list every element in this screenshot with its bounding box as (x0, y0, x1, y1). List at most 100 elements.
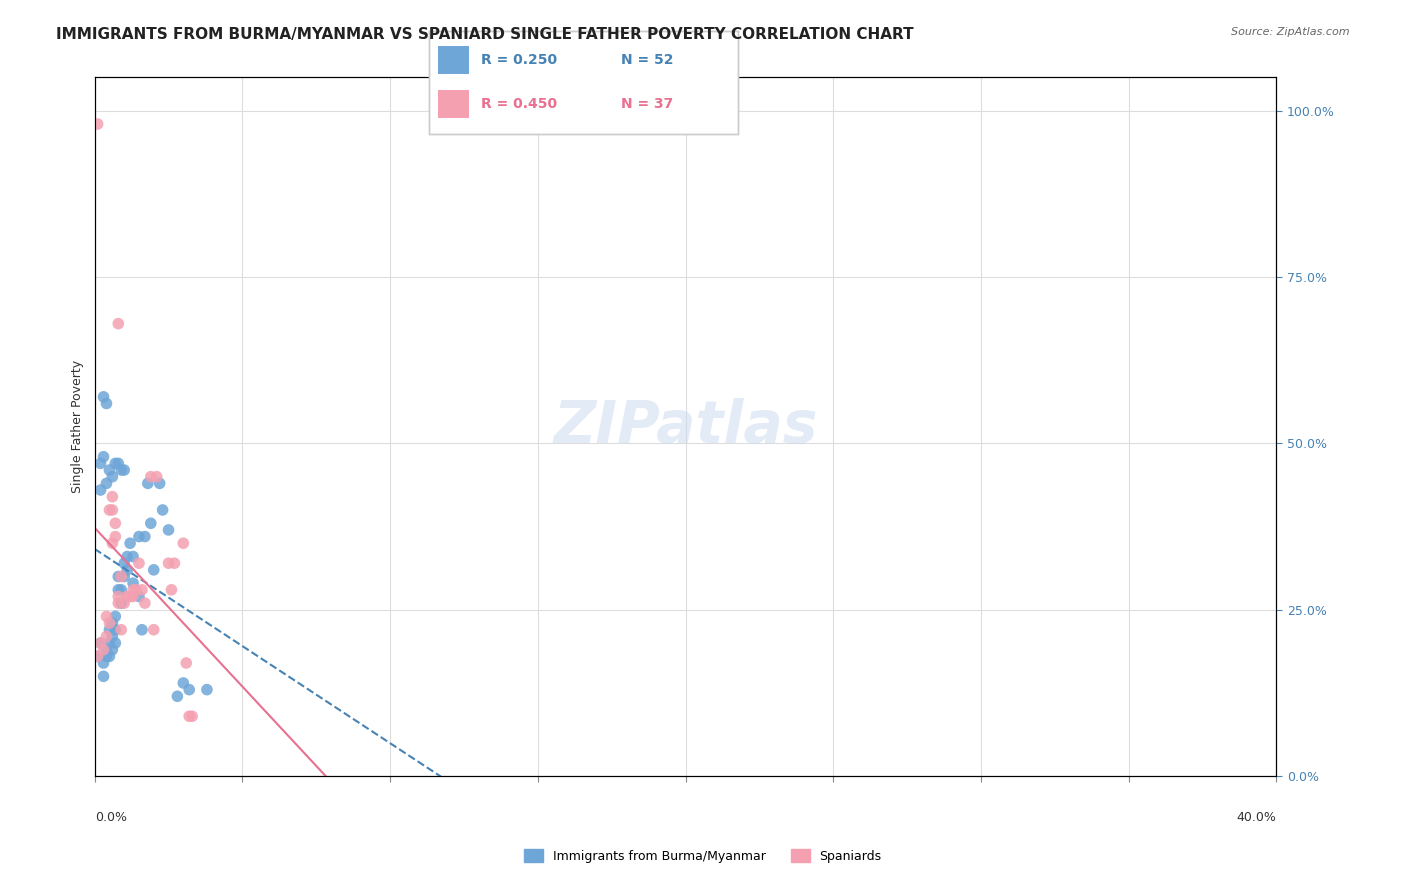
Point (122, 549, 145, 564)
Point (152, 503, 174, 517)
Point (174, 656, 197, 670)
Point (101, 490, 124, 504)
Point (157, 556, 180, 570)
Legend: Immigrants from Burma/Myanmar, Spaniards: Immigrants from Burma/Myanmar, Spaniards (519, 845, 887, 868)
Point (122, 582, 145, 597)
Point (101, 629, 124, 643)
Point (101, 503, 124, 517)
Point (172, 676, 194, 690)
Point (93, 656, 115, 670)
Point (101, 469, 124, 483)
Point (96, 649, 118, 664)
Point (112, 596, 135, 610)
Text: R = 0.450: R = 0.450 (481, 97, 558, 111)
Text: 40.0%: 40.0% (1237, 811, 1277, 824)
Text: N = 37: N = 37 (620, 97, 673, 111)
Point (110, 596, 132, 610)
Point (112, 463, 135, 477)
Point (96, 609, 118, 624)
Point (134, 530, 156, 544)
Point (110, 623, 132, 637)
Text: IMMIGRANTS FROM BURMA/MYANMAR VS SPANIARD SINGLE FATHER POVERTY CORRELATION CHAR: IMMIGRANTS FROM BURMA/MYANMAR VS SPANIAR… (56, 27, 914, 42)
Point (115, 590, 138, 604)
Point (139, 516, 162, 531)
Point (128, 530, 150, 544)
Point (90, 456, 112, 470)
Point (93, 642, 115, 657)
Point (101, 642, 124, 657)
Point (98, 503, 121, 517)
Point (122, 576, 145, 591)
Point (122, 590, 145, 604)
Point (134, 596, 156, 610)
Text: R = 0.250: R = 0.250 (481, 53, 558, 67)
Point (98, 463, 121, 477)
Point (96, 629, 118, 643)
Point (179, 709, 201, 723)
Point (181, 709, 204, 723)
Point (86, 649, 108, 664)
Point (149, 476, 172, 491)
Point (128, 590, 150, 604)
Point (179, 682, 201, 697)
Point (112, 569, 135, 583)
Point (98, 636, 121, 650)
Y-axis label: Single Father Poverty: Single Father Poverty (72, 360, 84, 493)
Point (101, 536, 124, 550)
Point (142, 563, 165, 577)
Point (166, 690, 188, 704)
Point (107, 590, 129, 604)
Point (93, 669, 115, 683)
Point (160, 582, 183, 597)
Point (90, 636, 112, 650)
Point (110, 569, 132, 583)
Point (104, 609, 127, 624)
Point (98, 649, 121, 664)
Point (131, 623, 153, 637)
Point (90, 636, 112, 650)
Point (107, 317, 129, 331)
Point (98, 623, 121, 637)
Point (93, 450, 115, 464)
Point (90, 483, 112, 497)
Point (104, 456, 127, 470)
Point (110, 463, 132, 477)
Point (107, 569, 129, 583)
Text: N = 52: N = 52 (620, 53, 673, 67)
Point (93, 390, 115, 404)
Point (86, 117, 108, 131)
Point (142, 623, 165, 637)
Point (120, 590, 142, 604)
Point (98, 616, 121, 631)
FancyBboxPatch shape (439, 90, 470, 119)
Point (107, 582, 129, 597)
Point (104, 623, 127, 637)
Point (195, 682, 218, 697)
Point (96, 642, 118, 657)
Point (115, 549, 138, 564)
Text: 0.0%: 0.0% (94, 811, 127, 824)
Point (139, 469, 162, 483)
Point (96, 396, 118, 410)
Point (86, 649, 108, 664)
Point (101, 616, 124, 631)
Point (96, 476, 118, 491)
Point (120, 536, 142, 550)
Point (104, 516, 127, 531)
Point (163, 556, 186, 570)
Text: ZIPatlas: ZIPatlas (554, 399, 818, 455)
Point (110, 582, 132, 597)
Point (128, 556, 150, 570)
Text: Source: ZipAtlas.com: Source: ZipAtlas.com (1232, 27, 1350, 37)
Point (145, 469, 167, 483)
Point (107, 456, 129, 470)
FancyBboxPatch shape (439, 45, 470, 74)
Point (115, 563, 138, 577)
Point (125, 582, 148, 597)
Point (107, 596, 129, 610)
Point (131, 582, 153, 597)
Point (112, 556, 135, 570)
Point (157, 523, 180, 537)
Point (104, 636, 127, 650)
Point (172, 536, 194, 550)
